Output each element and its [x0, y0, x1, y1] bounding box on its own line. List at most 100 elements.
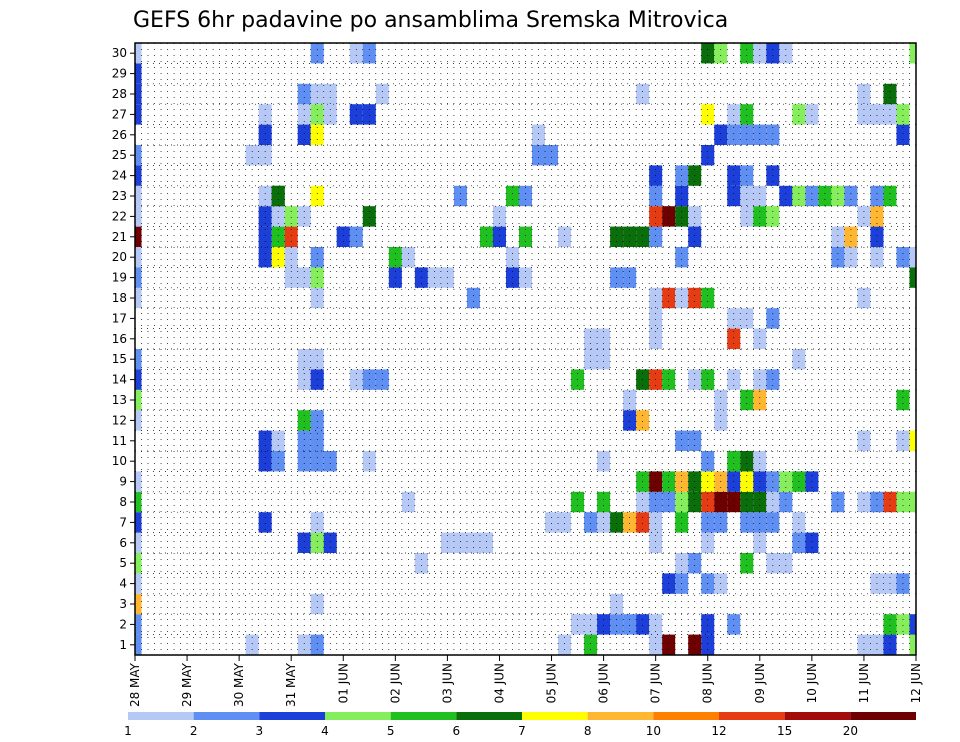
- heatmap-cell: [584, 349, 598, 370]
- colorbar-segment: [719, 712, 785, 720]
- heatmap-cell: [753, 124, 767, 145]
- colorbar-label: 8: [584, 724, 592, 738]
- heatmap-cell: [675, 491, 689, 513]
- heatmap-cell: [492, 226, 506, 247]
- x-tick-label: 04 JUN: [492, 663, 506, 703]
- heatmap-cell: [766, 206, 780, 227]
- heatmap-cell: [623, 410, 637, 431]
- y-tick-label: 25: [112, 148, 127, 162]
- colorbar-segment: [653, 712, 719, 720]
- y-tick-label: 13: [112, 393, 127, 407]
- heatmap-cell: [401, 491, 415, 513]
- heatmap-cell: [362, 43, 376, 64]
- heatmap-cell: [623, 389, 637, 411]
- x-tick-label: 29 MAY: [180, 662, 194, 707]
- heatmap-cell: [688, 226, 702, 247]
- y-tick-label: 7: [119, 515, 127, 529]
- heatmap-cell: [701, 532, 715, 553]
- heatmap-cell: [401, 247, 415, 268]
- y-tick-label: 30: [112, 46, 127, 60]
- heatmap-cell: [258, 145, 272, 166]
- heatmap-cell: [310, 410, 324, 431]
- colorbar: 1 2 3 4 5 6 7 8 10 12 15 20: [124, 712, 916, 738]
- heatmap-cell: [258, 430, 272, 451]
- y-axis: 1234567891011121314151617181920212223242…: [112, 46, 135, 652]
- heatmap-cell: [649, 206, 663, 227]
- heatmap-cell: [135, 206, 142, 227]
- y-tick-label: 24: [112, 169, 127, 183]
- heatmap-cell: [740, 206, 754, 227]
- heatmap-cell: [727, 185, 741, 207]
- heatmap-cell: [375, 83, 389, 105]
- heatmap-cell: [297, 206, 311, 227]
- heatmap-cell: [766, 308, 780, 329]
- colorbar-label: 5: [387, 724, 395, 738]
- heatmap-cell: [662, 287, 676, 309]
- y-tick-label: 6: [119, 536, 127, 550]
- heatmap-cell: [258, 512, 272, 533]
- y-tick-label: 12: [112, 413, 127, 427]
- heatmap-cell: [649, 491, 663, 513]
- heatmap-cell: [909, 491, 916, 513]
- heatmap-cell: [792, 512, 806, 533]
- heatmap-cell: [727, 124, 741, 145]
- heatmap-cell: [883, 185, 897, 207]
- colorbar-label: 4: [321, 724, 329, 738]
- heatmap-cell: [271, 185, 285, 207]
- heatmap-cell: [857, 634, 871, 655]
- heatmap-cell: [701, 104, 715, 125]
- heatmap-cell: [284, 206, 298, 227]
- heatmap-cell: [323, 83, 337, 105]
- heatmap-cell: [909, 43, 916, 64]
- heatmap-cell: [310, 124, 324, 145]
- heatmap-cell: [701, 491, 715, 513]
- heatmap-cell: [362, 451, 376, 472]
- heatmap-cell: [675, 553, 689, 574]
- heatmap-cell: [323, 532, 337, 553]
- heatmap-cell: [766, 512, 780, 533]
- heatmap-cell: [479, 226, 493, 247]
- heatmap-cell: [532, 124, 546, 145]
- colorbar-label: 15: [777, 724, 792, 738]
- heatmap-cell: [297, 634, 311, 655]
- heatmap-cell: [310, 349, 324, 370]
- heatmap-cell: [258, 206, 272, 227]
- heatmap-cell: [883, 491, 897, 513]
- heatmap-cell: [310, 451, 324, 472]
- heatmap-cell: [545, 512, 559, 533]
- heatmap-cell: [649, 532, 663, 553]
- y-tick-label: 8: [119, 495, 127, 509]
- x-axis: 28 MAY 29 MAY 30 MAY 31 MAY 01 JUN 02 JUN 03 J…: [128, 655, 923, 707]
- heatmap-cell: [727, 491, 741, 513]
- heatmap-cell: [753, 532, 767, 553]
- heatmap-cell: [558, 634, 572, 655]
- heatmap-cell: [336, 226, 350, 247]
- heatmap-cell: [310, 247, 324, 268]
- heatmap-cell: [597, 451, 611, 472]
- heatmap-cell: [688, 287, 702, 309]
- heatmap-cell: [610, 614, 624, 635]
- heatmap-cell: [610, 226, 624, 247]
- heatmap-cell: [584, 614, 598, 635]
- heatmap-cell: [831, 185, 845, 207]
- heatmap-cell: [805, 532, 819, 553]
- heatmap-cell: [636, 83, 650, 105]
- heatmap-cell: [245, 145, 259, 166]
- heatmap-cell: [135, 471, 142, 492]
- heatmap-cell: [492, 206, 506, 227]
- heatmap-cell: [779, 43, 793, 64]
- heatmap-cell: [135, 369, 142, 390]
- heatmap-cell: [310, 83, 324, 105]
- heatmap-cell: [310, 430, 324, 451]
- heatmap-cell: [505, 247, 519, 268]
- heatmap-cell: [135, 389, 142, 411]
- heatmap-cell: [453, 532, 467, 553]
- heatmap-cell: [675, 185, 689, 207]
- heatmap-cell: [766, 43, 780, 64]
- heatmap-cell: [753, 185, 767, 207]
- heatmap-cell: [766, 491, 780, 513]
- heatmap-cell: [740, 512, 754, 533]
- y-tick-label: 19: [112, 271, 127, 285]
- heatmap-cell: [688, 430, 702, 451]
- heatmap-cell: [753, 206, 767, 227]
